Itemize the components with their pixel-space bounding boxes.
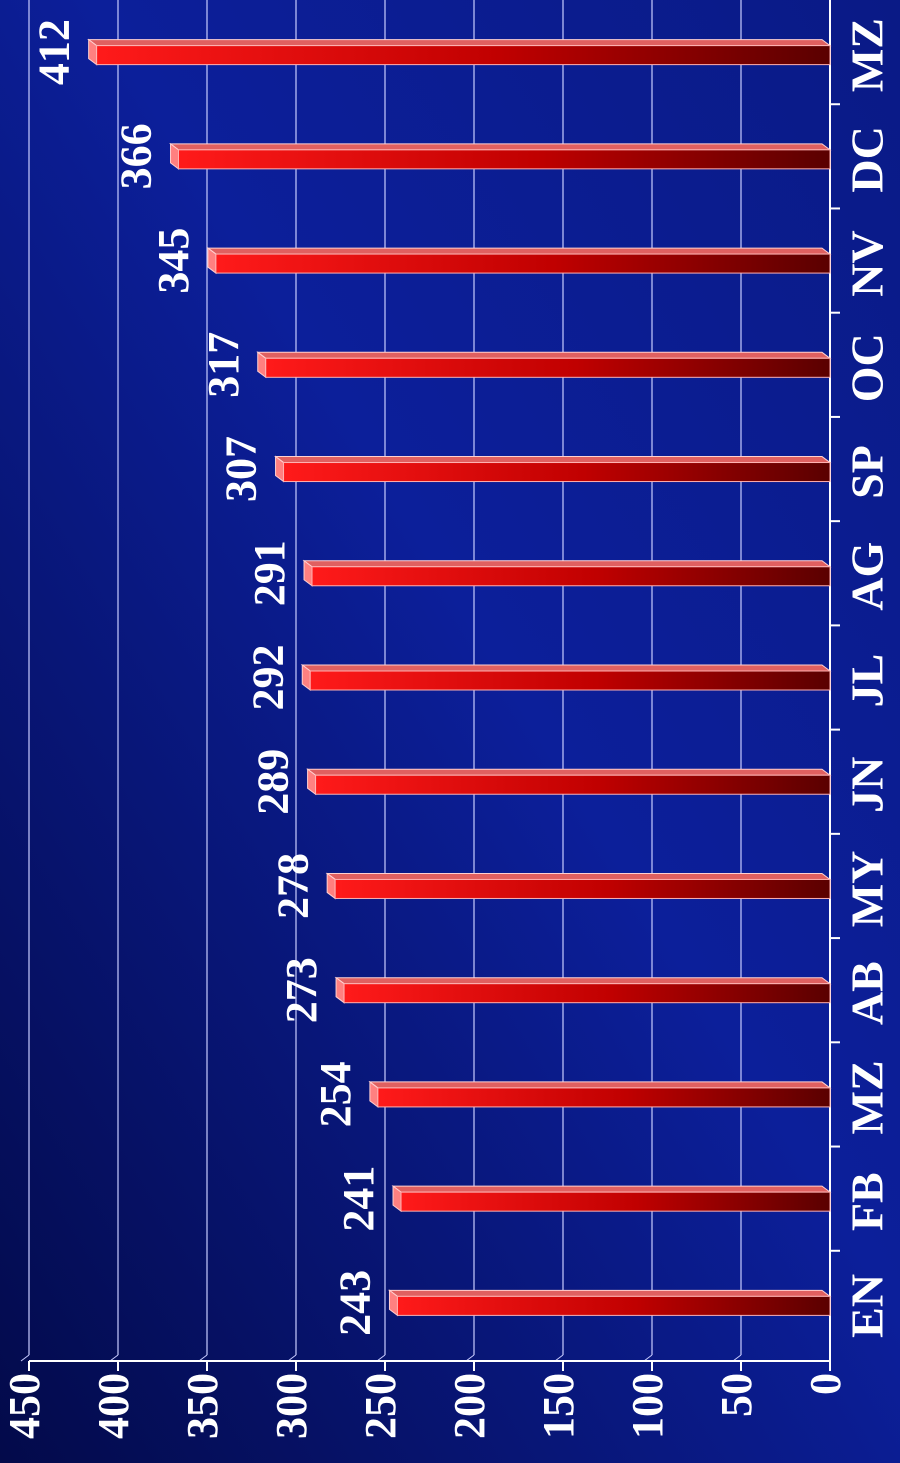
bar (387, 1289, 832, 1317)
bar-top-face (302, 560, 832, 568)
bar-front-face (215, 253, 831, 274)
bar-front-face (311, 566, 831, 587)
bar-top-face (334, 977, 832, 985)
bar (87, 38, 832, 66)
tick-label: 300 (267, 1373, 316, 1439)
bar-front-face (309, 670, 831, 691)
bar-front-face (265, 357, 831, 378)
tick-label: 50 (712, 1373, 761, 1417)
data-label: 291 (245, 540, 294, 606)
bar-front-face (315, 774, 831, 795)
bar-front-face (283, 462, 831, 483)
bar-top-face (169, 143, 832, 151)
bar-top-face (300, 664, 832, 672)
data-label: 307 (217, 436, 266, 502)
data-label: 366 (112, 123, 161, 189)
category-label: OC (842, 333, 893, 402)
category-label: JN (842, 757, 893, 813)
bar-top-face (206, 247, 832, 255)
tick-label: 400 (89, 1373, 138, 1439)
bars (87, 38, 832, 1317)
category-label: MZ (842, 1060, 893, 1134)
data-label: 243 (331, 1270, 380, 1336)
data-label: 273 (277, 957, 326, 1023)
bar (300, 664, 832, 691)
tick-label: 350 (178, 1373, 227, 1439)
bar-top-face (274, 456, 832, 464)
bar-top-face (391, 1185, 832, 1193)
bar-front-face (178, 149, 831, 170)
tick-label: 200 (445, 1373, 494, 1439)
tick-label: 150 (534, 1373, 583, 1439)
tick-label: 450 (0, 1373, 49, 1439)
category-label: AG (842, 542, 893, 611)
category-label: SP (842, 445, 893, 499)
data-label: 317 (199, 332, 248, 398)
bar-front-face (400, 1191, 831, 1212)
bar (325, 872, 832, 900)
bar (334, 976, 832, 1004)
bar-top-face (256, 351, 832, 359)
bar-front-face (396, 1295, 831, 1316)
bar-top-face (87, 39, 832, 47)
bar (274, 455, 832, 483)
data-label: 241 (334, 1166, 383, 1232)
data-label: 254 (311, 1061, 360, 1127)
category-label: NV (842, 230, 893, 296)
bar-top-face (368, 1081, 832, 1089)
category-label: MY (842, 851, 893, 928)
data-label: 278 (268, 853, 317, 919)
data-label: 345 (149, 228, 198, 294)
bar (391, 1185, 832, 1213)
tick-labels: 0 50 100 150 200 250 300 350 400 450 (0, 1373, 850, 1439)
bar (302, 559, 832, 587)
data-label: 289 (249, 749, 298, 815)
tick-label: 0 (801, 1373, 850, 1395)
bar-top-face (306, 768, 832, 776)
category-label: DC (842, 126, 893, 192)
tick-label: 100 (623, 1373, 672, 1439)
tick-label: 250 (356, 1373, 405, 1439)
category-label: EN (842, 1274, 893, 1338)
category-label: JL (842, 654, 893, 708)
bar (256, 351, 832, 379)
bar-front-face (377, 1087, 831, 1108)
bar (169, 142, 832, 170)
data-label: 292 (243, 645, 292, 711)
bar-top-face (325, 872, 832, 880)
bar-front-face (96, 45, 831, 66)
category-label: AB (842, 961, 893, 1025)
category-label: FB (842, 1172, 893, 1231)
bar (306, 768, 832, 796)
bar-top-face (387, 1289, 832, 1297)
category-labels: EN FB MZ AB MY JN JL AG SP OC NV DC MZ (842, 18, 893, 1338)
bar (206, 247, 832, 275)
bar-front-face (343, 983, 831, 1004)
bar-front-face (334, 878, 831, 899)
category-label: MZ (842, 18, 893, 92)
data-label: 412 (30, 19, 79, 85)
bar (368, 1080, 832, 1108)
gridline-depth (20, 1354, 30, 1362)
